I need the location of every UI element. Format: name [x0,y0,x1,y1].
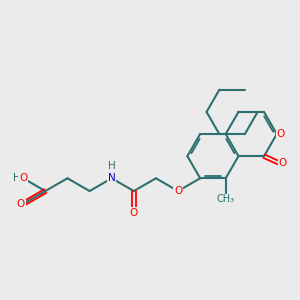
Text: H: H [108,160,116,170]
Text: CH₃: CH₃ [217,194,235,205]
Text: O: O [174,186,182,196]
Text: O: O [278,158,287,167]
Text: O: O [130,208,138,218]
Text: O: O [16,199,25,209]
Text: O: O [19,173,27,183]
Text: H: H [13,173,21,183]
Text: O: O [277,129,285,139]
Text: N: N [108,173,116,183]
